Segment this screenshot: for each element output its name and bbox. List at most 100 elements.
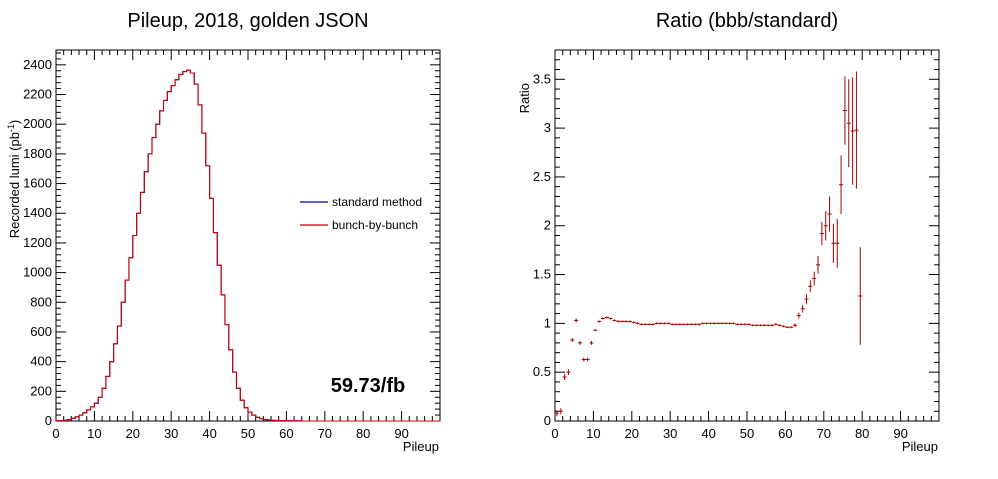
ratio-point — [620, 320, 625, 323]
right-points-group — [554, 71, 863, 417]
x-tick-label: 60 — [778, 426, 792, 441]
ratio-point — [712, 322, 717, 325]
ratio-point — [785, 326, 790, 329]
left-y-axis-label-close: ) — [7, 120, 22, 124]
x-tick-label: 10 — [87, 426, 101, 441]
ratio-point — [739, 323, 744, 326]
ratio-point — [554, 410, 559, 417]
legend-label-bunch-by-bunch: bunch-by-bunch — [332, 218, 418, 232]
ratio-point — [581, 357, 586, 362]
x-tick-label: 70 — [318, 426, 332, 441]
ratio-point — [673, 323, 678, 326]
left-y-axis-label-main: Recorded lumi (pb — [7, 132, 22, 238]
ratio-point — [827, 196, 832, 232]
y-tick-label: 0.5 — [533, 364, 551, 379]
ratio-point — [589, 340, 594, 345]
y-tick-label: 0 — [45, 413, 52, 428]
y-tick-label: 600 — [30, 324, 52, 339]
ratio-point — [631, 321, 636, 324]
x-tick-label: 20 — [126, 426, 140, 441]
y-tick-label: 400 — [30, 354, 52, 369]
ratio-point — [627, 320, 632, 323]
series-line-bunch-by-bunch — [55, 69, 440, 422]
ratio-point — [593, 329, 598, 332]
x-tick-label: 0 — [551, 426, 558, 441]
x-tick-label: 60 — [279, 426, 293, 441]
ratio-point — [670, 323, 675, 326]
ratio-point — [574, 318, 579, 323]
left-chart-title: Pileup, 2018, golden JSON — [127, 10, 368, 32]
ratio-point — [577, 340, 582, 345]
ratio-point — [762, 324, 767, 327]
x-tick-label: 10 — [586, 426, 600, 441]
ratio-point — [662, 322, 667, 325]
ratio-point — [819, 221, 824, 246]
ratio-point — [624, 320, 629, 323]
ratio-point — [635, 322, 640, 325]
ratio-point — [831, 223, 836, 263]
ratio-point — [835, 218, 840, 268]
right-x-axis-label: Pileup — [902, 439, 938, 454]
ratio-point — [585, 357, 590, 362]
ratio-point — [804, 294, 809, 304]
ratio-point — [558, 408, 563, 415]
ratio-point — [601, 317, 605, 320]
x-tick-label: 70 — [817, 426, 831, 441]
ratio-point — [716, 322, 721, 325]
legend-label-standard-method: standard method — [332, 195, 422, 209]
x-tick-label: 30 — [663, 426, 677, 441]
left-plot-frame — [55, 49, 441, 422]
ratio-point — [793, 323, 797, 328]
ratio-point — [839, 155, 844, 215]
right-plot-frame — [554, 49, 940, 422]
y-tick-label: 1400 — [23, 205, 52, 220]
ratio-point — [850, 77, 855, 185]
y-tick-label: 1.5 — [533, 267, 551, 282]
ratio-point — [766, 324, 771, 327]
luminosity-annotation: 59.73/fb — [331, 375, 405, 397]
right-y-axis-label: Ratio — [517, 83, 532, 113]
ratio-point — [689, 323, 694, 326]
ratio-point — [654, 322, 659, 325]
ratio-point — [643, 323, 648, 326]
ratio-point — [754, 324, 759, 327]
ratio-point — [666, 322, 671, 325]
y-tick-label: 3 — [544, 120, 551, 135]
x-tick-label: 20 — [625, 426, 639, 441]
ratio-point — [639, 323, 644, 326]
ratio-point — [566, 369, 571, 376]
x-tick-label: 40 — [202, 426, 216, 441]
x-tick-label: 80 — [855, 426, 869, 441]
ratio-point — [812, 271, 817, 286]
y-tick-label: 1200 — [23, 235, 52, 250]
ratio-point — [693, 323, 698, 326]
x-tick-label: 50 — [241, 426, 255, 441]
ratio-point — [647, 323, 652, 326]
y-tick-label: 1600 — [23, 176, 52, 191]
ratio-point — [616, 320, 621, 323]
ratio-point — [789, 326, 794, 329]
left-y-axis-label: Recorded lumi (pb-1) — [6, 120, 22, 239]
ratio-point — [746, 323, 751, 326]
x-tick-label: 40 — [701, 426, 715, 441]
y-tick-label: 2.5 — [533, 169, 551, 184]
ratio-point — [858, 247, 863, 345]
y-tick-label: 1800 — [23, 146, 52, 161]
ratio-point — [697, 323, 701, 326]
ratio-point — [731, 322, 736, 325]
ratio-point — [750, 324, 755, 327]
x-tick-label: 30 — [164, 426, 178, 441]
ratio-point — [723, 322, 728, 325]
ratio-point — [769, 324, 774, 327]
ratio-point — [608, 317, 613, 320]
ratio-point — [816, 256, 821, 274]
ratio-point — [720, 322, 725, 325]
ratio-point — [854, 71, 859, 189]
left-x-axis-label: Pileup — [403, 439, 439, 454]
left-axis-ticks: 0 10 20 30 40 50 60 70 80 90 0 200 400 600 800 1000 1200… — [23, 50, 441, 441]
y-tick-label: 2200 — [23, 87, 52, 102]
y-tick-label: 2000 — [23, 116, 52, 131]
x-tick-label: 0 — [52, 426, 59, 441]
